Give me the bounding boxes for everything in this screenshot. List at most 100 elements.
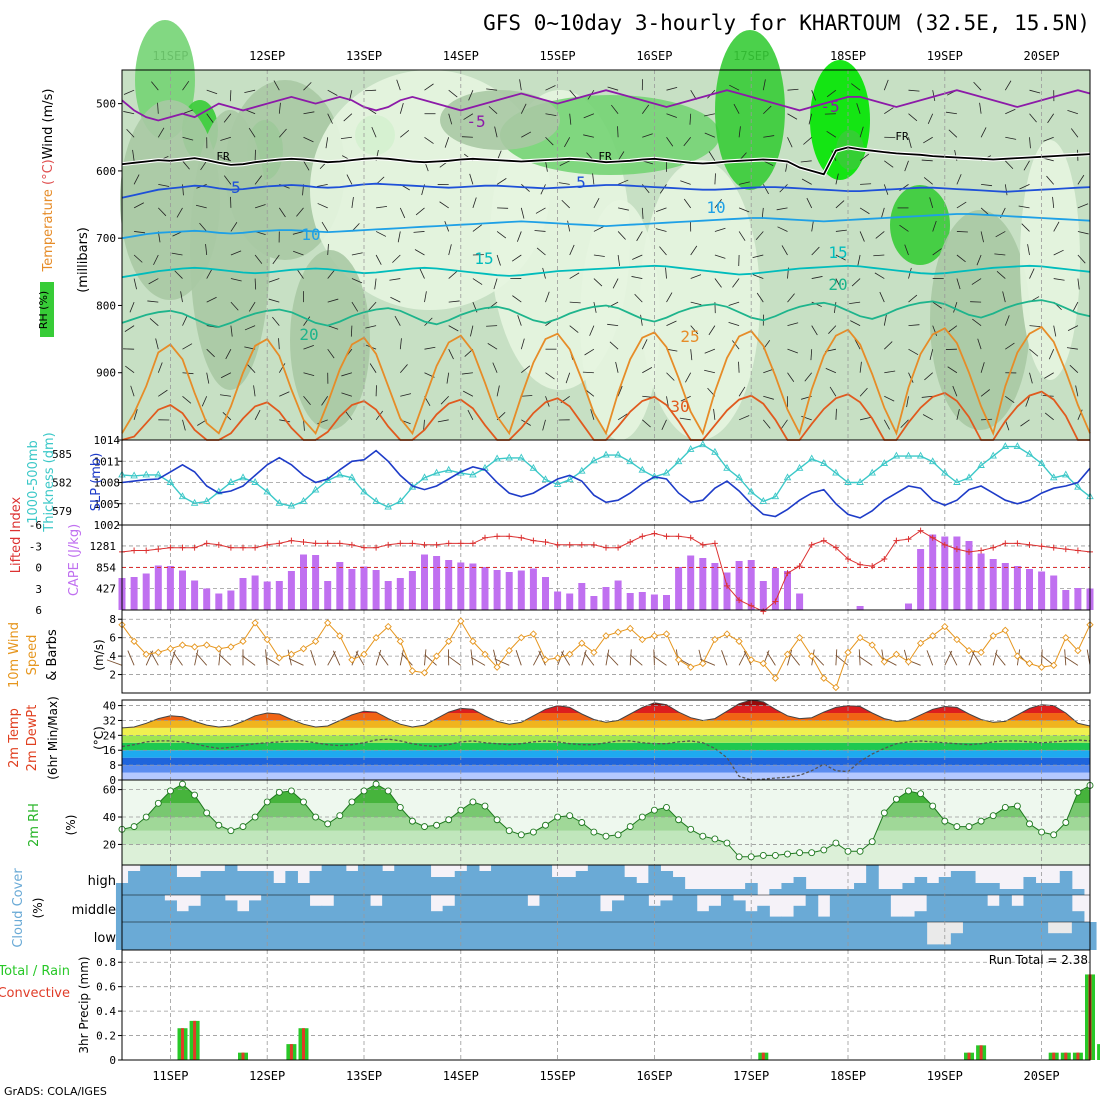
cloud-cell (660, 871, 673, 895)
axis-label: & Barbs (45, 629, 60, 681)
date-label-top: 14SEP (443, 49, 479, 63)
cape-bar (615, 581, 622, 611)
cloud-cell (951, 933, 964, 950)
cape-bar (639, 592, 646, 610)
cloud-cell (1072, 922, 1085, 950)
cloud-cell (1023, 877, 1036, 895)
lifted-index-marker (857, 562, 863, 568)
cloud-cell (588, 922, 601, 950)
wind-speed-marker (676, 657, 682, 663)
rh-marker (700, 833, 706, 839)
cloud-cell (176, 922, 189, 950)
axis-label: (millibars) (76, 227, 91, 293)
cape-bar (191, 581, 198, 611)
cloud-cell (479, 871, 492, 895)
cloud-cell (515, 895, 528, 922)
cloud-cell (781, 922, 794, 950)
cape-bar (373, 570, 380, 610)
thickness-marker (446, 467, 452, 473)
cape-bar (433, 556, 440, 610)
lifted-index-marker (458, 540, 464, 546)
lifted-index-marker (881, 556, 887, 562)
axis-label: SLP (mb) (89, 453, 104, 512)
cloud-cell (636, 895, 649, 922)
wind-speed-marker (530, 631, 536, 637)
cloud-cell (818, 889, 831, 895)
precip-convective-bar (1076, 1053, 1079, 1060)
cloud-cell (576, 895, 589, 922)
cloud-cell (564, 922, 577, 950)
cloud-cell (1048, 883, 1061, 895)
rh-marker (881, 810, 887, 816)
cloud-cell (806, 922, 819, 950)
rh-marker (264, 799, 270, 805)
cape-bar (385, 581, 392, 610)
y-tick-label: 40 (103, 700, 116, 713)
wind-barb-10m (607, 654, 618, 666)
wind-barb-10m (859, 656, 872, 665)
cape-bar (276, 581, 283, 610)
cape-bar (494, 570, 501, 610)
cloud-cell (915, 922, 928, 950)
y-tick-label: 600 (96, 165, 116, 178)
wind-barb-10m (653, 656, 666, 665)
axis-label: CAPE (J/kg) (67, 524, 82, 596)
cape-bar (663, 595, 670, 610)
cloud-cell (878, 922, 891, 950)
wind-speed-marker (918, 640, 924, 646)
cloud-cell (539, 922, 552, 950)
cloud-cell (297, 895, 310, 922)
cape-bar (978, 554, 985, 611)
cloud-cell (709, 889, 722, 895)
cloud-cell (370, 922, 383, 950)
lifted-index-marker (422, 542, 428, 548)
cloud-cell (927, 883, 940, 895)
rh-marker (240, 824, 246, 830)
rh-marker (555, 814, 561, 820)
axis-label: 10m Wind (7, 622, 22, 688)
cloud-cell (987, 922, 1000, 950)
lifted-index-marker (204, 540, 210, 546)
rh-marker (857, 848, 863, 854)
wind-speed-marker (664, 631, 670, 637)
date-label-top: 20SEP (1024, 49, 1060, 63)
cloud-cell (189, 906, 202, 922)
cloud-cell (322, 922, 335, 950)
date-label-top: 13SEP (346, 49, 382, 63)
cloud-cell (527, 906, 540, 922)
cloud-cell (201, 871, 214, 895)
rh-marker (422, 824, 428, 830)
cloud-cell (346, 871, 359, 895)
precip-convective-bar (968, 1053, 971, 1060)
cloud-cell (927, 944, 940, 950)
precip-convective-bar (193, 1021, 196, 1060)
lifted-index-marker (978, 548, 984, 554)
wind-barb-10m (995, 653, 1005, 665)
cloud-cell (975, 895, 988, 922)
cloud-cell (418, 922, 431, 950)
cloud-cell (539, 865, 552, 895)
wind-speed-marker (1027, 660, 1033, 666)
rh-marker (530, 829, 536, 835)
cloud-cell (1060, 933, 1073, 950)
date-label-bottom: 13SEP (346, 1069, 382, 1083)
cloud-cell (443, 877, 456, 895)
contour-label: 30 (670, 397, 689, 416)
rh-marker (349, 799, 355, 805)
lifted-index-marker (337, 540, 343, 546)
lifted-index-marker (712, 540, 718, 546)
y-tick-label: 800 (96, 299, 116, 312)
cloud-cell (733, 922, 746, 950)
chart-title: GFS 0~10day 3-hourly for KHARTOUM (32.5E… (483, 11, 1090, 35)
cloud-cell (794, 906, 807, 922)
lifted-index-marker (216, 542, 222, 548)
rh-marker (434, 822, 440, 828)
lifted-index-marker (1063, 546, 1069, 552)
cloud-cell (1011, 889, 1024, 895)
thickness-marker (615, 452, 621, 458)
wind-speed-marker (1014, 653, 1020, 659)
wind-barb-10m (836, 649, 837, 665)
